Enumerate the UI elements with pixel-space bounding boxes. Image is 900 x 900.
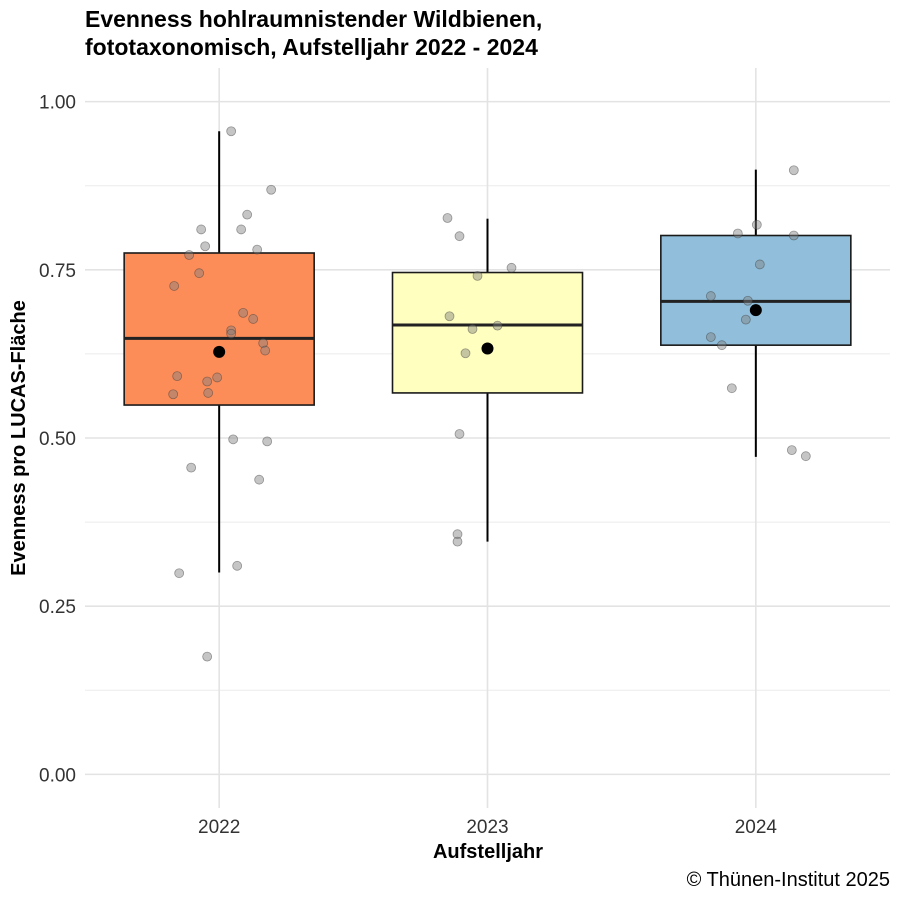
data-point-2022: [236, 224, 247, 235]
data-point-2022: [248, 314, 259, 324]
data-point-2024: [751, 219, 762, 230]
data-point-2024: [732, 228, 743, 239]
data-point-2022: [262, 436, 273, 447]
mean-point-2022: [213, 345, 226, 358]
data-points: [168, 126, 811, 662]
data-point-2022: [174, 568, 185, 579]
data-point-2022: [266, 184, 277, 195]
data-point-2024: [705, 332, 716, 342]
data-point-2022: [184, 250, 195, 260]
y-tick-labels: 0.00 0.25 0.50 0.75 1.00: [39, 93, 76, 787]
data-point-2022: [252, 244, 263, 255]
data-point-2022: [242, 209, 253, 220]
data-point-2022: [226, 325, 237, 336]
data-point-2022: [212, 372, 223, 383]
x-axis-title: Aufstelljahr: [433, 841, 543, 863]
data-point-2023: [467, 324, 478, 334]
data-point-2022: [169, 281, 180, 291]
box-2022: [123, 131, 315, 573]
data-point-2024: [742, 295, 753, 306]
data-point-2022: [260, 345, 271, 356]
y-tick-label: 0.00: [39, 765, 76, 786]
box-iqr: [391, 271, 584, 394]
data-point-2022: [202, 376, 213, 387]
chart-title-line1: Evenness hohlraumnistender Wildbienen,: [85, 6, 542, 32]
data-point-2024: [716, 340, 727, 351]
data-point-2022: [238, 307, 249, 318]
data-point-2023: [472, 270, 483, 281]
mean-point-2024: [749, 304, 762, 317]
data-point-2023: [452, 536, 463, 547]
data-point-2023: [452, 529, 463, 540]
data-point-2024: [740, 314, 751, 325]
data-point-2024: [705, 291, 716, 301]
data-point-2022: [168, 389, 179, 400]
data-point-2022: [202, 651, 213, 662]
box-iqr: [660, 234, 852, 346]
data-point-2022: [186, 462, 197, 473]
data-point-2022: [172, 371, 183, 382]
y-tick-label: 0.75: [39, 261, 76, 282]
data-point-2022: [200, 241, 211, 252]
x-tick-label: 2023: [466, 817, 508, 838]
box-2023: [391, 218, 584, 542]
mean-point-2023: [481, 342, 494, 355]
y-tick-label: 1.00: [39, 93, 76, 114]
data-point-2022: [232, 560, 243, 571]
data-point-2023: [454, 429, 465, 439]
box-iqr: [123, 252, 315, 406]
data-point-2024: [786, 445, 797, 456]
data-point-2023: [492, 320, 503, 331]
data-point-2022: [254, 474, 265, 485]
y-tick-label: 0.25: [39, 597, 76, 618]
data-point-2022: [228, 434, 239, 445]
chart-title-line2: fototaxonomisch, Aufstelljahr 2022 - 202…: [85, 34, 538, 60]
data-point-2023: [506, 262, 517, 273]
data-point-2022: [194, 268, 205, 279]
data-point-2023: [454, 231, 465, 242]
boxes: [123, 131, 852, 573]
data-point-2023: [444, 311, 455, 322]
data-point-2024: [788, 165, 799, 176]
box-2024: [660, 169, 852, 457]
data-point-2022: [196, 224, 207, 235]
y-tick-label: 0.50: [39, 429, 76, 450]
data-point-2024: [788, 230, 799, 241]
data-point-2024: [726, 383, 737, 394]
data-point-2022: [226, 328, 237, 339]
copyright-caption: © Thünen-Institut 2025: [687, 869, 890, 891]
x-tick-label: 2024: [735, 817, 778, 838]
data-point-2023: [442, 213, 453, 223]
data-point-2024: [754, 259, 765, 270]
y-axis-title: Evenness pro LUCAS-Fläche: [8, 300, 30, 576]
data-point-2022: [203, 388, 214, 398]
x-tick-label: 2022: [198, 817, 240, 838]
data-point-2023: [460, 348, 471, 359]
data-point-2022: [226, 126, 237, 137]
data-point-2022: [258, 338, 269, 349]
data-point-2024: [800, 451, 811, 462]
x-tick-labels: 2022 2023 2024: [198, 817, 777, 838]
